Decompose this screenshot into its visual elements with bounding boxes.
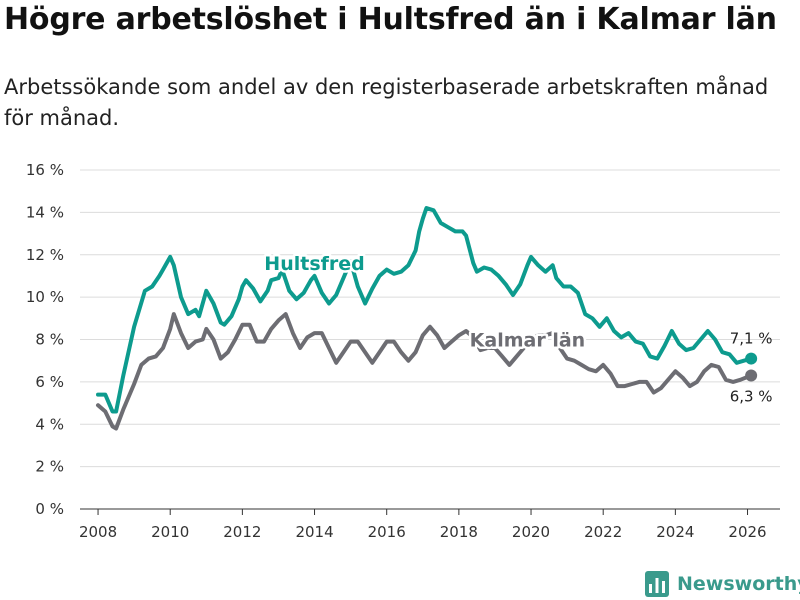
y-tick-label: 16 %	[26, 161, 64, 179]
chart-subtitle: Arbetssökande som andel av den registerb…	[4, 75, 769, 130]
x-tick-label: 2022	[584, 523, 622, 541]
end-point-kalmar-län	[745, 369, 758, 382]
end-value-label-hultsfred: 7,1 %	[730, 330, 773, 348]
series-lines	[96, 206, 758, 431]
x-tick-label: 2018	[440, 523, 478, 541]
bar-chart-icon	[645, 571, 669, 597]
y-tick-label: 2 %	[35, 458, 64, 476]
y-tick-label: 14 %	[26, 203, 64, 221]
y-tick-label: 8 %	[35, 331, 64, 349]
x-tick-label: 2010	[151, 523, 189, 541]
y-tick-label: 0 %	[35, 500, 64, 518]
newsworthy-logo: Newsworthy	[645, 569, 800, 599]
x-tick-label: 2016	[368, 523, 406, 541]
y-tick-label: 4 %	[35, 415, 64, 433]
series-label-hultsfred: Hultsfred	[264, 253, 364, 275]
x-tick-label: 2014	[295, 523, 333, 541]
y-tick-label: 10 %	[26, 288, 64, 306]
x-tick-label: 2026	[728, 523, 766, 541]
series-line-hultsfred	[96, 206, 754, 414]
gridlines	[80, 169, 780, 510]
x-tick-label: 2020	[512, 523, 550, 541]
y-tick-label: 12 %	[26, 246, 64, 264]
series-labels: 7,1 % 6,3 % Hultsfred Kalmar län	[262, 251, 773, 406]
x-tick-label: 2024	[656, 523, 694, 541]
brand-name: Newsworthy	[677, 573, 800, 595]
end-point-hultsfred	[745, 352, 758, 365]
series-line-kalmar-län	[96, 312, 754, 431]
x-tick-label: 2008	[79, 523, 117, 541]
y-tick-label: 6 %	[35, 373, 64, 391]
x-axis: 2008 2010 2012 2014 2016 2018 2020 2022 2024 2026	[79, 509, 767, 541]
y-axis-tick-labels: 0 % 2 % 4 % 6 % 8 % 10 % 12 % 14 % 16 %	[26, 161, 64, 518]
end-value-label-kalmar-län: 6,3 %	[730, 388, 773, 406]
x-tick-label: 2012	[223, 523, 261, 541]
series-label-kalmar-län: Kalmar län	[470, 330, 586, 352]
chart-title: Högre arbetslöshet i Hultsfred än i Kalm…	[4, 2, 777, 37]
